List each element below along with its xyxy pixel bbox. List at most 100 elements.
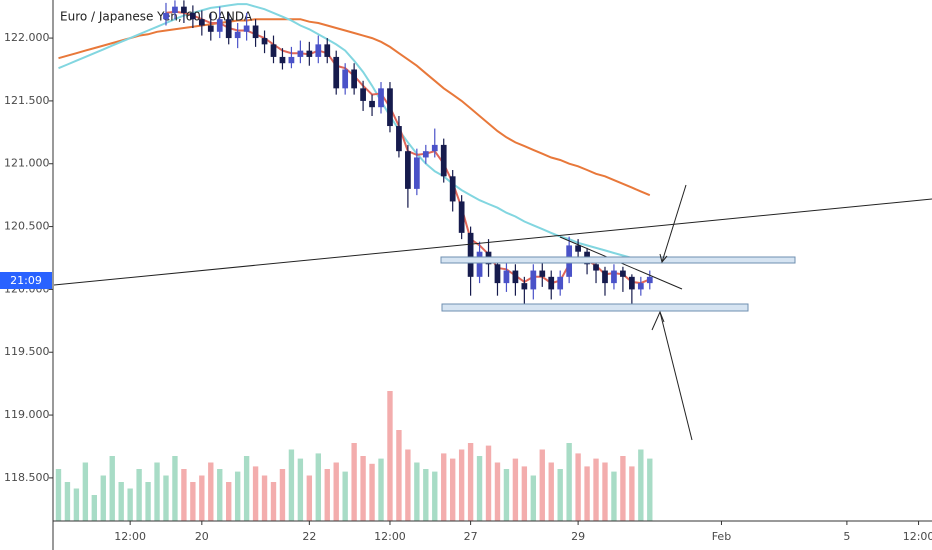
volume-bar (163, 475, 169, 521)
volume-bar (405, 449, 411, 521)
candle-body (521, 283, 528, 290)
volume-bar (181, 469, 187, 521)
volume-bar (82, 462, 89, 521)
candle-body (557, 276, 564, 290)
volume-bar (252, 466, 259, 521)
candle-body (530, 270, 537, 290)
volume-bar (154, 462, 160, 521)
volume-bar (485, 445, 492, 521)
axes: 118.500119.000119.500120.000120.500121.0… (4, 31, 932, 543)
x-tick-label: 27 (464, 530, 478, 543)
x-tick-label: 12:00 (374, 530, 406, 543)
candle-body (431, 144, 438, 152)
candle-body (225, 19, 232, 39)
volume-bar (324, 469, 330, 521)
candle-body (548, 276, 555, 290)
volume-bar (503, 469, 510, 521)
candle-body (315, 44, 322, 57)
volume-bar (351, 443, 357, 521)
volume-bar (333, 462, 339, 521)
candle-body (288, 56, 295, 64)
volume-bar (73, 488, 80, 521)
candle-body (512, 270, 519, 284)
volume-bar (172, 456, 178, 521)
volume-bar (548, 462, 554, 521)
moving-averages (58, 3, 651, 285)
arrow-head (651, 310, 665, 331)
candle-body (422, 151, 429, 158)
x-tick-label: 5 (843, 530, 850, 543)
price-label: 21:09 (10, 274, 42, 287)
x-tick-label: Feb (712, 530, 731, 543)
volume-bar (100, 475, 106, 521)
volume-bar (369, 463, 375, 521)
trend-line (53, 198, 932, 286)
candle-body (172, 6, 178, 13)
zone (441, 303, 749, 312)
volume-pane (55, 391, 653, 521)
candle-body (575, 245, 581, 252)
volume-bar (190, 482, 196, 521)
candles (163, 0, 653, 309)
volume-bar (566, 443, 572, 521)
volume-bar (387, 391, 393, 521)
volume-bar (638, 449, 644, 521)
volume-bar (217, 469, 223, 521)
candle-body (198, 19, 205, 26)
chart-title: Euro / Japanese Yen, 60, OANDA (60, 10, 253, 24)
candle-body (333, 56, 340, 89)
volume-bar (118, 482, 124, 521)
candle-body (458, 201, 465, 233)
candle-body (324, 44, 331, 57)
volume-bar (378, 458, 384, 521)
zone (440, 256, 796, 264)
volume-bar (64, 482, 71, 521)
candle-body (270, 44, 277, 57)
volume-bar (342, 471, 348, 521)
volume-bar (620, 456, 626, 521)
price-label-box (0, 272, 52, 289)
x-tick-label: 20 (195, 530, 209, 543)
y-tick-label: 119.500 (4, 345, 50, 358)
candle-body (620, 270, 626, 277)
candle-body (190, 12, 196, 20)
candle-body (297, 50, 304, 57)
candle-body (503, 270, 510, 284)
arrow-head (659, 253, 668, 264)
volume-bar (539, 449, 545, 521)
candle-body (629, 276, 635, 290)
volume-bar (512, 458, 519, 521)
volume-bar (208, 462, 214, 521)
candle-body (243, 25, 250, 32)
candle-body (449, 176, 456, 202)
candle-body (378, 88, 384, 108)
candle-body (593, 264, 599, 271)
volume-bar (243, 456, 250, 521)
drawings (53, 184, 932, 441)
candle-body (234, 31, 241, 39)
volume-bar (360, 456, 366, 521)
volume-bar (396, 430, 402, 521)
volume-bar (145, 482, 151, 521)
volume-bar (449, 458, 456, 521)
volume-bar (127, 488, 133, 521)
candle-body (351, 69, 357, 89)
volume-bar (288, 449, 295, 521)
candle-body (602, 270, 608, 284)
y-tick-label: 121.000 (4, 157, 50, 170)
candle-body (646, 276, 653, 284)
candle-body (369, 100, 375, 108)
x-tick-label: 12:00 (114, 530, 146, 543)
candle-body (611, 270, 617, 284)
candle-body (342, 69, 349, 89)
volume-bar (593, 458, 599, 521)
volume-bar (629, 466, 635, 521)
volume-bar (530, 475, 537, 521)
candle-body (476, 251, 483, 277)
candle-body (539, 270, 546, 277)
candle-body (396, 126, 402, 152)
volume-bar (414, 462, 420, 521)
x-tick-label: 22 (302, 530, 316, 543)
volume-bar (441, 453, 447, 521)
volume-bar (584, 466, 590, 521)
